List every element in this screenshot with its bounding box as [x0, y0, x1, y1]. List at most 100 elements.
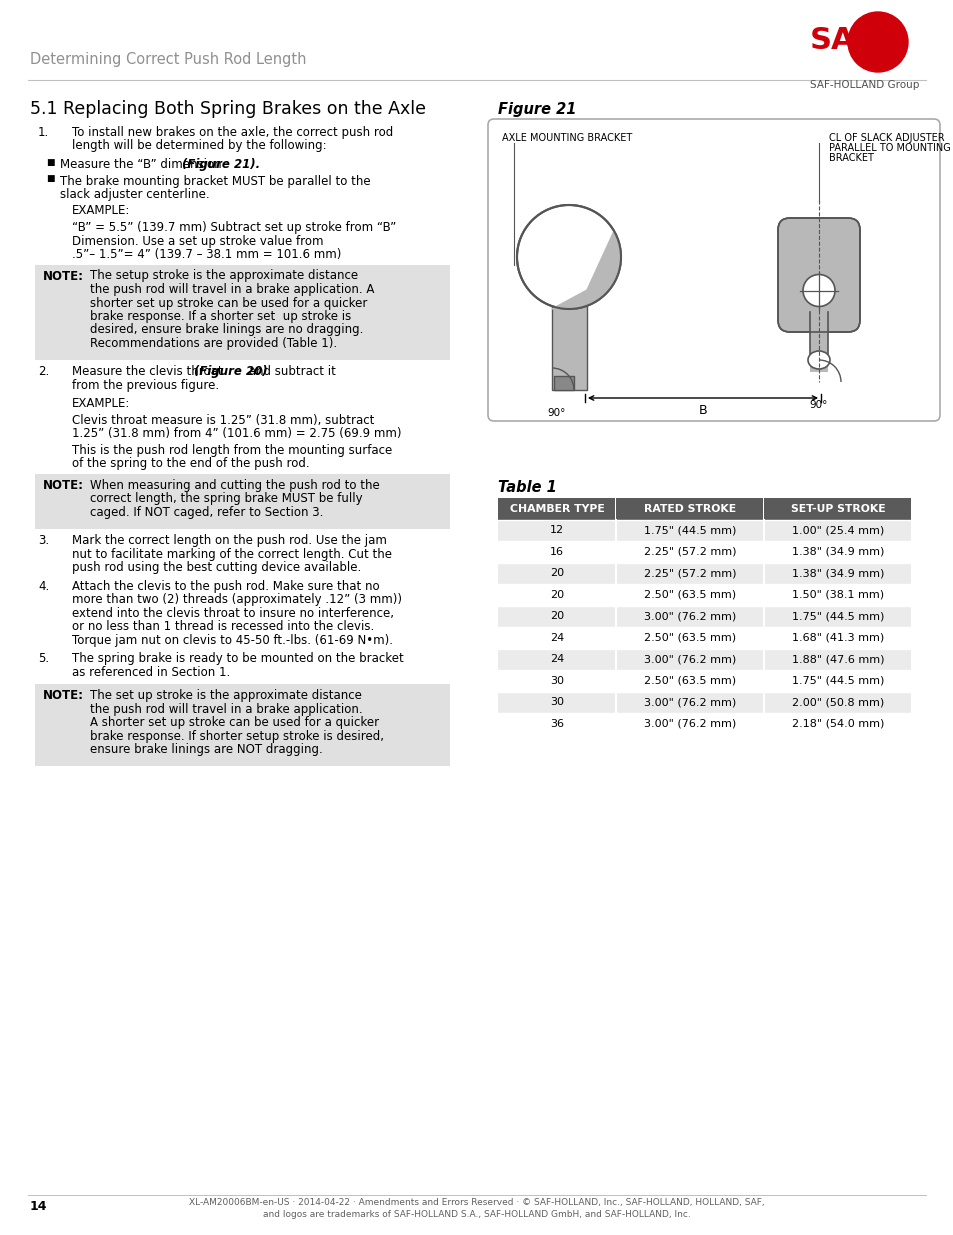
- Text: correct length, the spring brake MUST be fully: correct length, the spring brake MUST be…: [90, 493, 362, 505]
- Bar: [616, 520, 762, 541]
- Text: 2.50" (63.5 mm): 2.50" (63.5 mm): [643, 676, 736, 685]
- Text: 3.00" (76.2 mm): 3.00" (76.2 mm): [643, 655, 736, 664]
- Text: 1.00" (25.4 mm): 1.00" (25.4 mm): [791, 525, 883, 535]
- Circle shape: [847, 12, 907, 72]
- Text: EXAMPLE:: EXAMPLE:: [71, 205, 131, 217]
- Text: 30: 30: [550, 676, 563, 685]
- Text: more than two (2) threads (approximately .12” (3 mm)): more than two (2) threads (approximately…: [71, 593, 401, 606]
- Text: Determining Correct Push Rod Length: Determining Correct Push Rod Length: [30, 52, 306, 67]
- FancyBboxPatch shape: [778, 219, 859, 332]
- Text: desired, ensure brake linings are no dragging.: desired, ensure brake linings are no dra…: [90, 324, 363, 336]
- Text: 2.00" (50.8 mm): 2.00" (50.8 mm): [791, 698, 883, 708]
- Text: 2.50" (63.5 mm): 2.50" (63.5 mm): [643, 590, 736, 600]
- Text: from the previous figure.: from the previous figure.: [71, 379, 219, 391]
- Text: the push rod will travel in a brake application.: the push rod will travel in a brake appl…: [90, 703, 362, 715]
- Bar: [763, 520, 910, 541]
- Text: 1.88" (47.6 mm): 1.88" (47.6 mm): [791, 655, 883, 664]
- Text: Clevis throat measure is 1.25” (31.8 mm), subtract: Clevis throat measure is 1.25” (31.8 mm)…: [71, 414, 374, 427]
- Text: 36: 36: [550, 719, 563, 729]
- Text: 2.25" (57.2 mm): 2.25" (57.2 mm): [643, 547, 736, 557]
- Text: SET-UP STROKE: SET-UP STROKE: [790, 504, 884, 514]
- Text: 90°: 90°: [546, 408, 565, 417]
- Text: CHAMBER TYPE: CHAMBER TYPE: [509, 504, 604, 514]
- Bar: [498, 605, 615, 627]
- Text: SAF-HOLLAND Group: SAF-HOLLAND Group: [809, 80, 919, 90]
- Text: 3.00" (76.2 mm): 3.00" (76.2 mm): [643, 698, 736, 708]
- Text: Mark the correct length on the push rod. Use the jam: Mark the correct length on the push rod.…: [71, 534, 387, 547]
- Bar: [498, 520, 615, 541]
- FancyBboxPatch shape: [488, 119, 939, 421]
- Bar: [498, 541, 615, 562]
- Text: 1.75" (44.5 mm): 1.75" (44.5 mm): [791, 611, 883, 621]
- Text: 1.50" (38.1 mm): 1.50" (38.1 mm): [791, 590, 883, 600]
- Bar: [763, 627, 910, 648]
- Text: SAF: SAF: [809, 26, 876, 56]
- Text: shorter set up stroke can be used for a quicker: shorter set up stroke can be used for a …: [90, 296, 367, 310]
- Text: 1.68" (41.3 mm): 1.68" (41.3 mm): [791, 632, 883, 642]
- Text: B: B: [698, 404, 706, 417]
- Text: Attach the clevis to the push rod. Make sure that no: Attach the clevis to the push rod. Make …: [71, 579, 379, 593]
- Text: and logos are trademarks of SAF-HOLLAND S.A., SAF-HOLLAND GmbH, and SAF-HOLLAND,: and logos are trademarks of SAF-HOLLAND …: [263, 1210, 690, 1219]
- Bar: [35, 264, 450, 361]
- Text: 24: 24: [549, 655, 563, 664]
- Bar: [616, 692, 762, 713]
- Text: length will be determined by the following:: length will be determined by the followi…: [71, 140, 326, 152]
- Text: Measure the clevis throat: Measure the clevis throat: [71, 366, 226, 378]
- Bar: [552, 295, 586, 390]
- Text: XL-AM20006BM-en-US · 2014-04-22 · Amendments and Errors Reserved · © SAF-HOLLAND: XL-AM20006BM-en-US · 2014-04-22 · Amendm…: [189, 1198, 764, 1207]
- Bar: [616, 648, 762, 671]
- Text: The spring brake is ready to be mounted on the bracket: The spring brake is ready to be mounted …: [71, 652, 403, 666]
- Text: 1.: 1.: [38, 126, 50, 140]
- Bar: [498, 713, 615, 735]
- Text: ensure brake linings are NOT dragging.: ensure brake linings are NOT dragging.: [90, 743, 322, 756]
- Text: brake response. If shorter setup stroke is desired,: brake response. If shorter setup stroke …: [90, 730, 384, 742]
- Bar: [763, 605, 910, 627]
- Text: as referenced in Section 1.: as referenced in Section 1.: [71, 666, 230, 678]
- Bar: [35, 474, 450, 529]
- Bar: [763, 692, 910, 713]
- Text: extend into the clevis throat to insure no interference,: extend into the clevis throat to insure …: [71, 606, 394, 620]
- Bar: [763, 541, 910, 562]
- Text: 4.: 4.: [38, 579, 50, 593]
- Text: NOTE:: NOTE:: [43, 689, 84, 703]
- Bar: [809, 315, 827, 372]
- Text: 12: 12: [549, 525, 563, 535]
- Text: slack adjuster centerline.: slack adjuster centerline.: [60, 188, 210, 201]
- Bar: [763, 648, 910, 671]
- Text: brake response. If a shorter set  up stroke is: brake response. If a shorter set up stro…: [90, 310, 351, 324]
- Text: Measure the “B” dimension: Measure the “B” dimension: [60, 158, 225, 170]
- Text: BRACKET: BRACKET: [828, 153, 873, 163]
- Text: 30: 30: [550, 698, 563, 708]
- Text: The brake mounting bracket MUST be parallel to the: The brake mounting bracket MUST be paral…: [60, 174, 370, 188]
- Bar: [498, 648, 615, 671]
- Text: push rod using the best cutting device available.: push rod using the best cutting device a…: [71, 561, 361, 574]
- Bar: [763, 713, 910, 735]
- Text: Figure 21: Figure 21: [497, 103, 576, 117]
- Text: 20: 20: [549, 611, 563, 621]
- Text: CL OF SLACK ADJUSTER: CL OF SLACK ADJUSTER: [828, 133, 943, 143]
- Text: To install new brakes on the axle, the correct push rod: To install new brakes on the axle, the c…: [71, 126, 393, 140]
- Text: 20: 20: [549, 590, 563, 600]
- Text: 24: 24: [549, 632, 563, 642]
- Text: 1.38" (34.9 mm): 1.38" (34.9 mm): [791, 568, 883, 578]
- Text: 2.18" (54.0 mm): 2.18" (54.0 mm): [791, 719, 883, 729]
- Text: Recommendations are provided (Table 1).: Recommendations are provided (Table 1).: [90, 337, 336, 350]
- Bar: [35, 684, 450, 767]
- Bar: [763, 584, 910, 605]
- Bar: [616, 605, 762, 627]
- Text: 1.38" (34.9 mm): 1.38" (34.9 mm): [791, 547, 883, 557]
- Text: Torque jam nut on clevis to 45-50 ft.-lbs. (61-69 N•m).: Torque jam nut on clevis to 45-50 ft.-lb…: [71, 634, 393, 647]
- Text: or no less than 1 thread is recessed into the clevis.: or no less than 1 thread is recessed int…: [71, 620, 374, 634]
- Circle shape: [517, 205, 620, 309]
- Text: nut to facilitate marking of the correct length. Cut the: nut to facilitate marking of the correct…: [71, 547, 392, 561]
- Bar: [498, 498, 615, 520]
- Text: ■: ■: [46, 158, 54, 167]
- Text: and subtract it: and subtract it: [245, 366, 335, 378]
- Bar: [763, 562, 910, 584]
- Text: (Figure 20): (Figure 20): [193, 366, 267, 378]
- Bar: [554, 375, 574, 390]
- Text: ■: ■: [46, 174, 54, 184]
- Text: 20: 20: [549, 568, 563, 578]
- Text: of the spring to the end of the push rod.: of the spring to the end of the push rod…: [71, 457, 310, 471]
- Text: 90°: 90°: [808, 400, 826, 410]
